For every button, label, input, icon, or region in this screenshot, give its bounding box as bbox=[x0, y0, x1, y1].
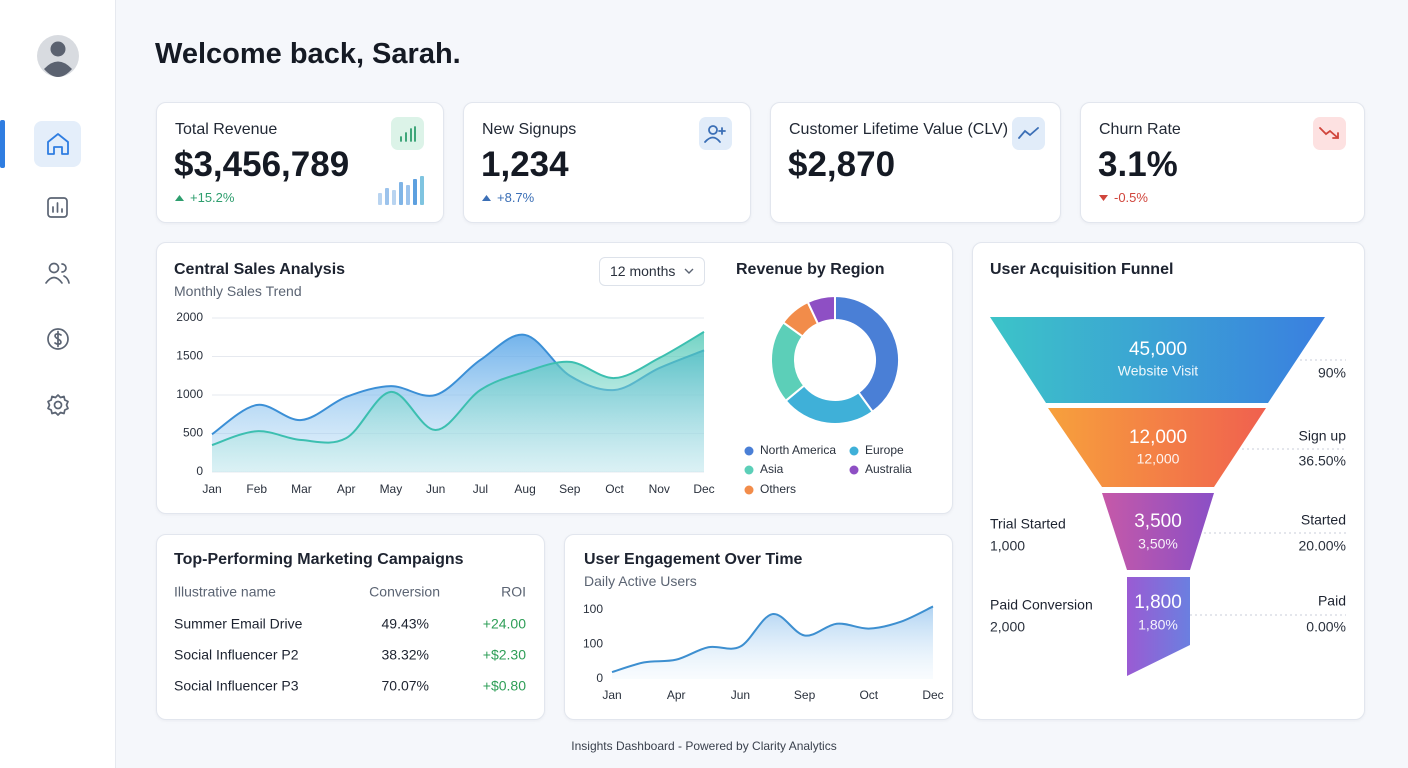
sales-subtitle: Monthly Sales Trend bbox=[174, 283, 302, 299]
churn-icon bbox=[1313, 117, 1346, 150]
kpi-value: 3.1% bbox=[1098, 145, 1178, 184]
funnel-card bbox=[972, 242, 1365, 720]
engagement-subtitle: Daily Active Users bbox=[584, 573, 697, 589]
kpi-change: -0.5% bbox=[1114, 190, 1148, 205]
sidebar bbox=[0, 0, 116, 768]
kpi-label: New Signups bbox=[482, 121, 577, 138]
engagement-title: User Engagement Over Time bbox=[584, 551, 803, 568]
footer: Insights Dashboard - Powered by Clarity … bbox=[571, 739, 837, 753]
kpi-label: Total Revenue bbox=[175, 121, 278, 138]
kpi-value: $2,870 bbox=[788, 145, 896, 184]
campaigns-card bbox=[156, 534, 545, 720]
page-title: Welcome back, Sarah. bbox=[155, 38, 461, 70]
campaigns-title: Top-Performing Marketing Campaigns bbox=[174, 551, 464, 568]
kpi-value: $3,456,789 bbox=[174, 145, 350, 184]
period-label[interactable]: 12 months bbox=[610, 263, 676, 279]
kpi-change: +15.2% bbox=[190, 190, 235, 205]
region-title: Revenue by Region bbox=[736, 261, 885, 278]
clv-icon bbox=[1012, 117, 1045, 150]
kpi-value: 1,234 bbox=[481, 145, 569, 184]
kpi-label: Churn Rate bbox=[1099, 121, 1181, 138]
kpi-change: +8.7% bbox=[497, 190, 535, 205]
sales-title: Central Sales Analysis bbox=[174, 261, 346, 278]
signups-icon bbox=[699, 117, 732, 150]
kpi-label: Customer Lifetime Value (CLV) bbox=[789, 121, 1009, 138]
revenue-icon bbox=[391, 117, 424, 150]
funnel-title: User Acquisition Funnel bbox=[990, 261, 1174, 278]
